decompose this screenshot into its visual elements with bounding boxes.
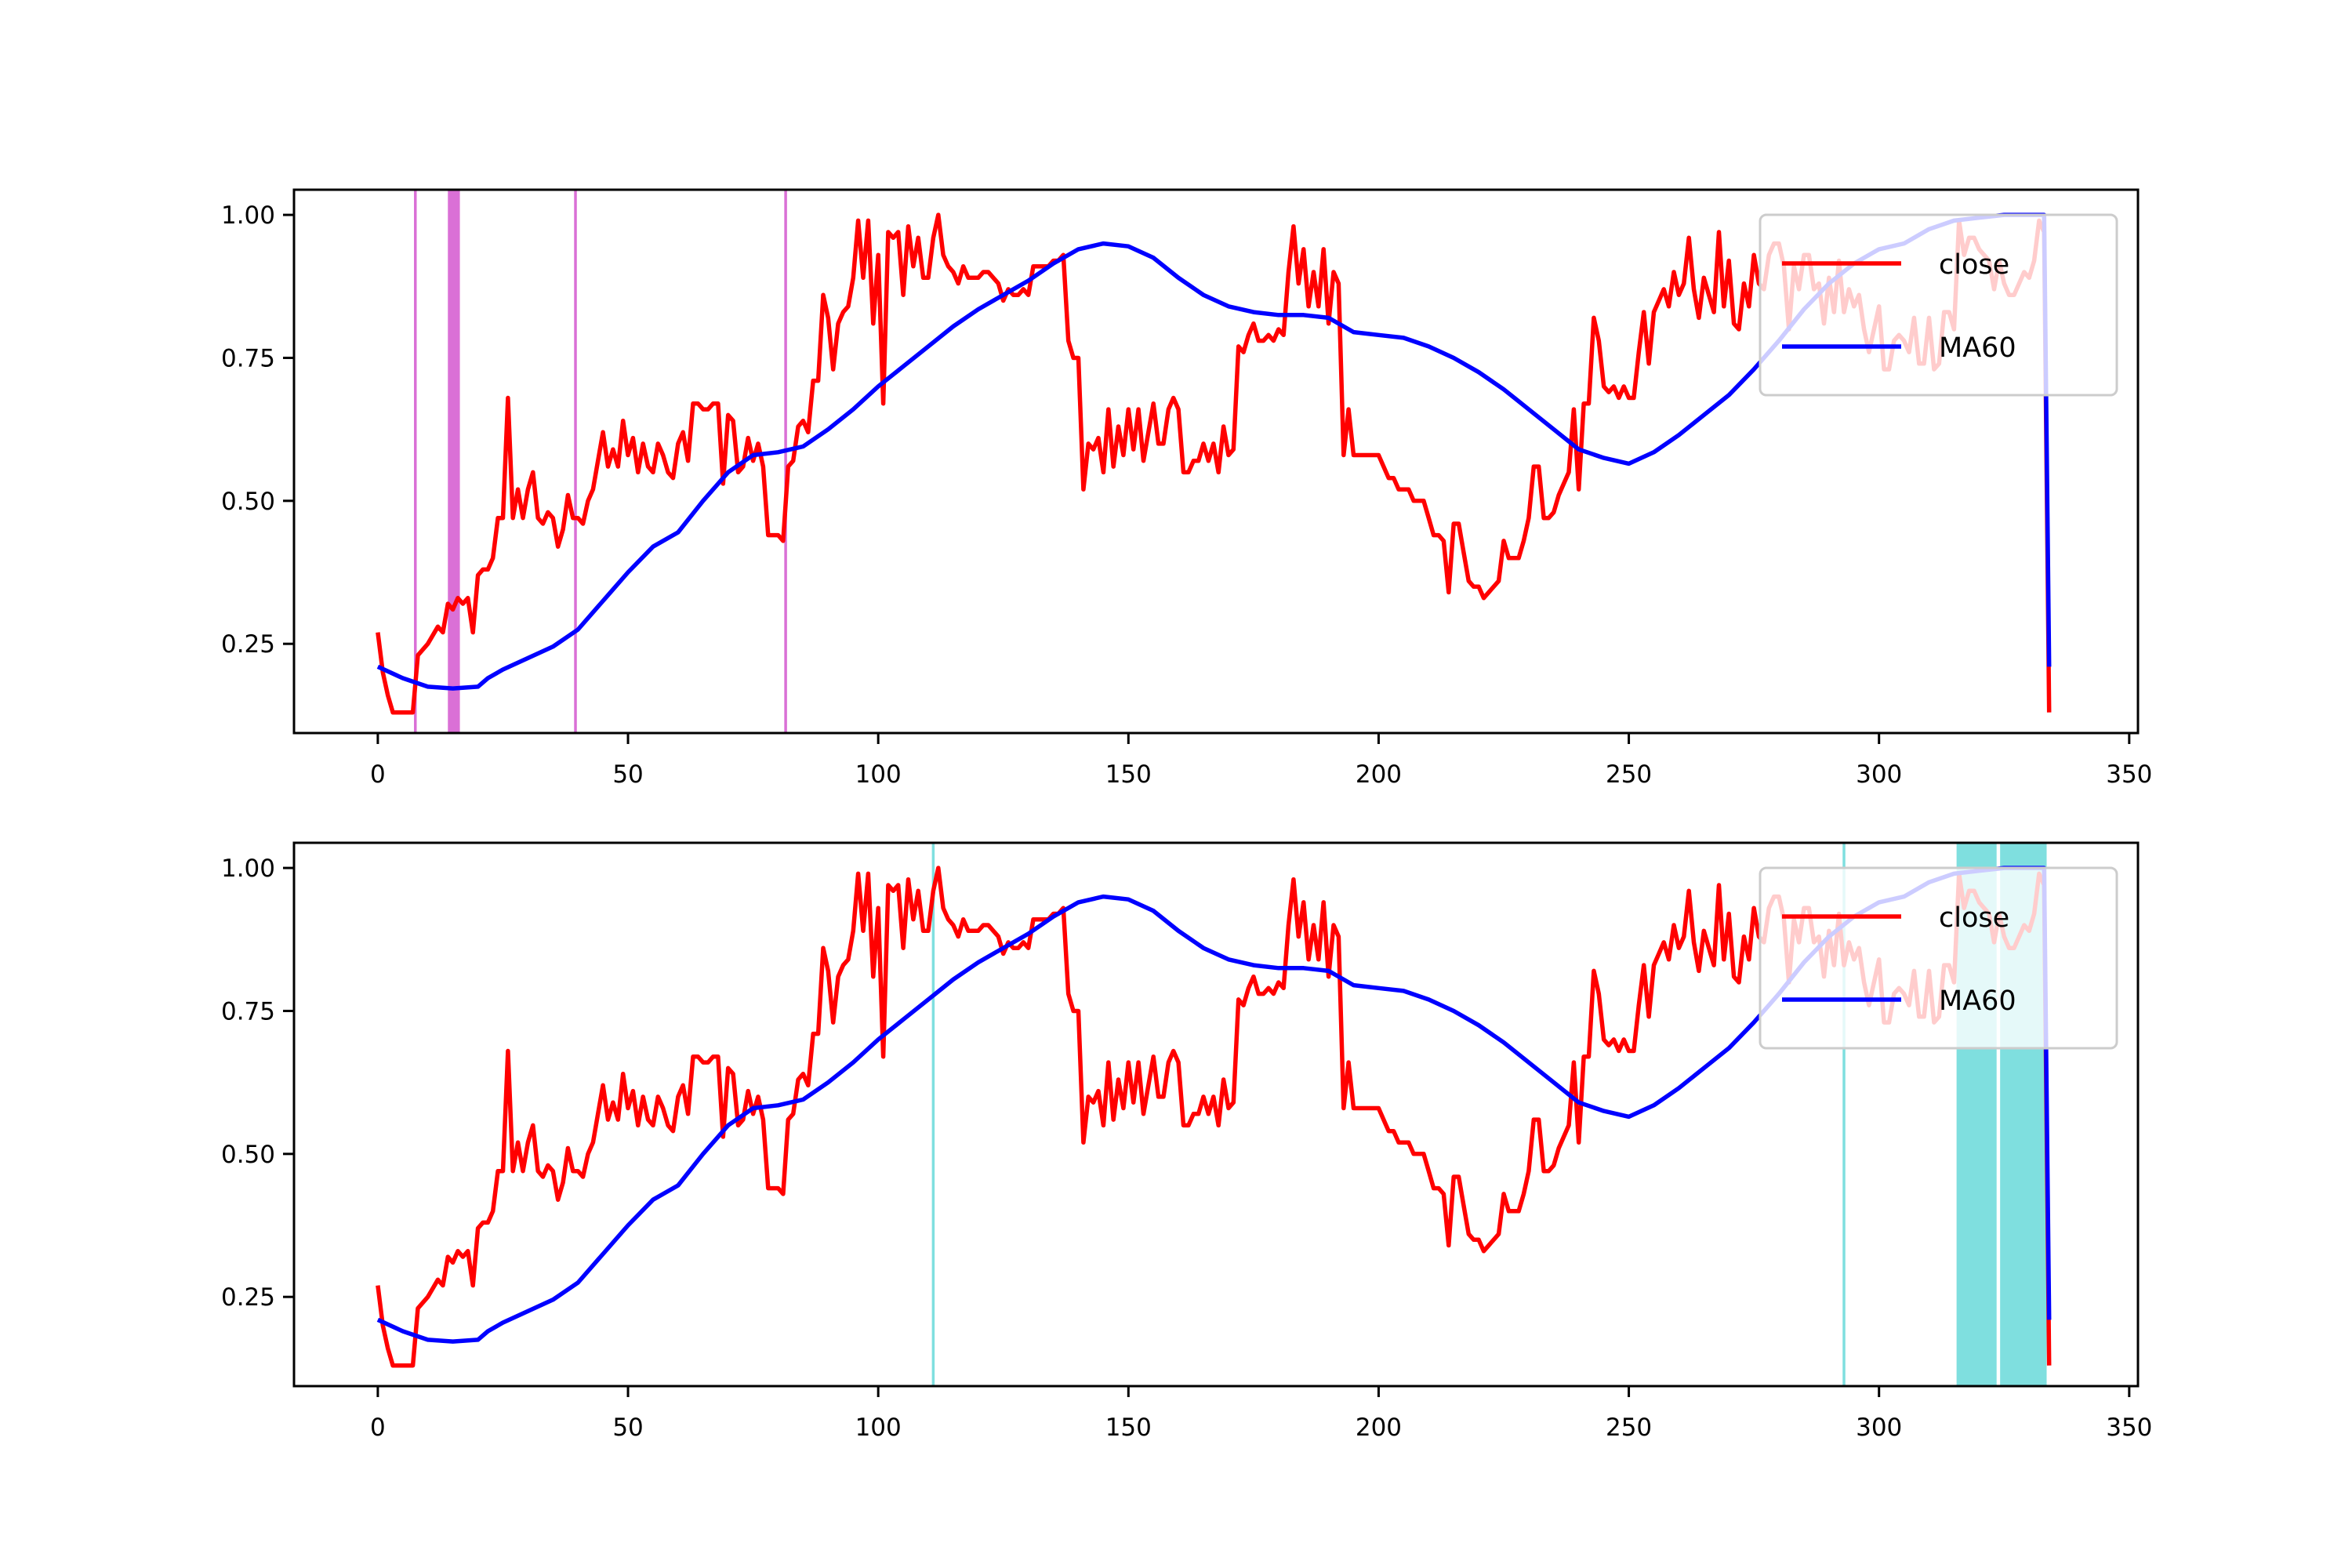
x-tick-label: 100 — [855, 1414, 902, 1442]
highlight-span — [1842, 843, 1846, 1386]
y-tick-label: 0.75 — [221, 997, 275, 1025]
y-tick-label: 0.25 — [221, 630, 275, 659]
highlight-span — [448, 190, 460, 733]
x-tick-label: 300 — [1856, 1414, 1902, 1442]
y-tick-label: 0.25 — [221, 1283, 275, 1312]
x-tick-label: 100 — [855, 760, 902, 789]
legend-label-ma60: MA60 — [1939, 332, 2016, 364]
x-tick-label: 0 — [370, 760, 386, 789]
y-tick-label: 0.75 — [221, 344, 275, 372]
y-tick-label: 0.50 — [221, 488, 275, 516]
legend-box — [1759, 866, 2118, 1050]
x-tick-label: 200 — [1356, 760, 1402, 789]
legend-box — [1759, 213, 2118, 397]
highlight-span — [784, 190, 787, 733]
x-tick-label: 350 — [2106, 760, 2152, 789]
x-tick-label: 150 — [1105, 1414, 1152, 1442]
legend-label-ma60: MA60 — [1939, 985, 2016, 1017]
x-tick-label: 200 — [1356, 1414, 1402, 1442]
y-tick-label: 1.00 — [221, 855, 275, 883]
legend: close MA60 — [1759, 866, 2118, 1050]
highlight-span — [574, 190, 577, 733]
x-tick-label: 0 — [370, 1414, 386, 1442]
highlight-span — [931, 843, 935, 1386]
legend-label-close: close — [1939, 249, 2009, 281]
chart-panel-2: 0 50 100 150 200 250 300 350 0.25 0.50 0.75 1.00 clo… — [221, 841, 2152, 1442]
x-tick-label: 150 — [1105, 760, 1152, 789]
legend: close MA60 — [1759, 213, 2118, 397]
chart-panel-1: 0 50 100 150 200 250 300 350 0.25 0.50 0.75 1.00 clo… — [221, 188, 2152, 789]
x-tick-label: 50 — [612, 760, 643, 789]
legend-label-close: close — [1939, 902, 2009, 934]
x-tick-label: 350 — [2106, 1414, 2152, 1442]
y-tick-label: 0.50 — [221, 1141, 275, 1169]
x-tick-label: 50 — [612, 1414, 643, 1442]
x-tick-label: 250 — [1606, 760, 1652, 789]
y-tick-label: 1.00 — [221, 201, 275, 230]
axes-frame — [292, 188, 2140, 735]
x-tick-label: 300 — [1856, 760, 1902, 789]
highlight-span — [414, 190, 417, 733]
x-tick-label: 250 — [1606, 1414, 1652, 1442]
axes-frame — [292, 841, 2140, 1388]
